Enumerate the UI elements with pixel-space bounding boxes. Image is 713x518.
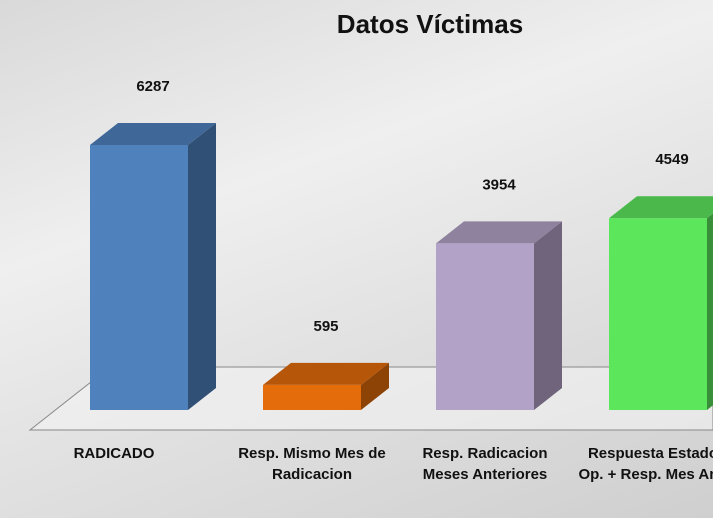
value-label: 6287 (136, 78, 169, 95)
bar (90, 145, 188, 410)
bar-top (90, 123, 216, 145)
bar-side (188, 123, 216, 410)
chart-title: Datos Víctimas (337, 9, 523, 39)
bar (436, 243, 534, 410)
value-label: 595 (313, 318, 338, 335)
bar-side (707, 213, 713, 410)
value-label: 3954 (482, 176, 516, 193)
value-label: 4549 (655, 151, 688, 168)
bar-top (263, 362, 389, 385)
bar-side (361, 362, 389, 410)
bar-side (534, 221, 562, 410)
x-tick-label: RADICADO (73, 445, 155, 462)
x-tick-label: Resp. Radicacion Meses Anteriores (422, 445, 548, 483)
x-tick-label: Respuesta Estado Op. + Resp. Mes Ant. (578, 445, 713, 483)
bar (263, 384, 361, 410)
bar (609, 218, 707, 410)
bar-top (609, 196, 713, 219)
bar-top (436, 221, 562, 244)
x-tick-label: Resp. Mismo Mes de Radicacion (238, 445, 386, 483)
